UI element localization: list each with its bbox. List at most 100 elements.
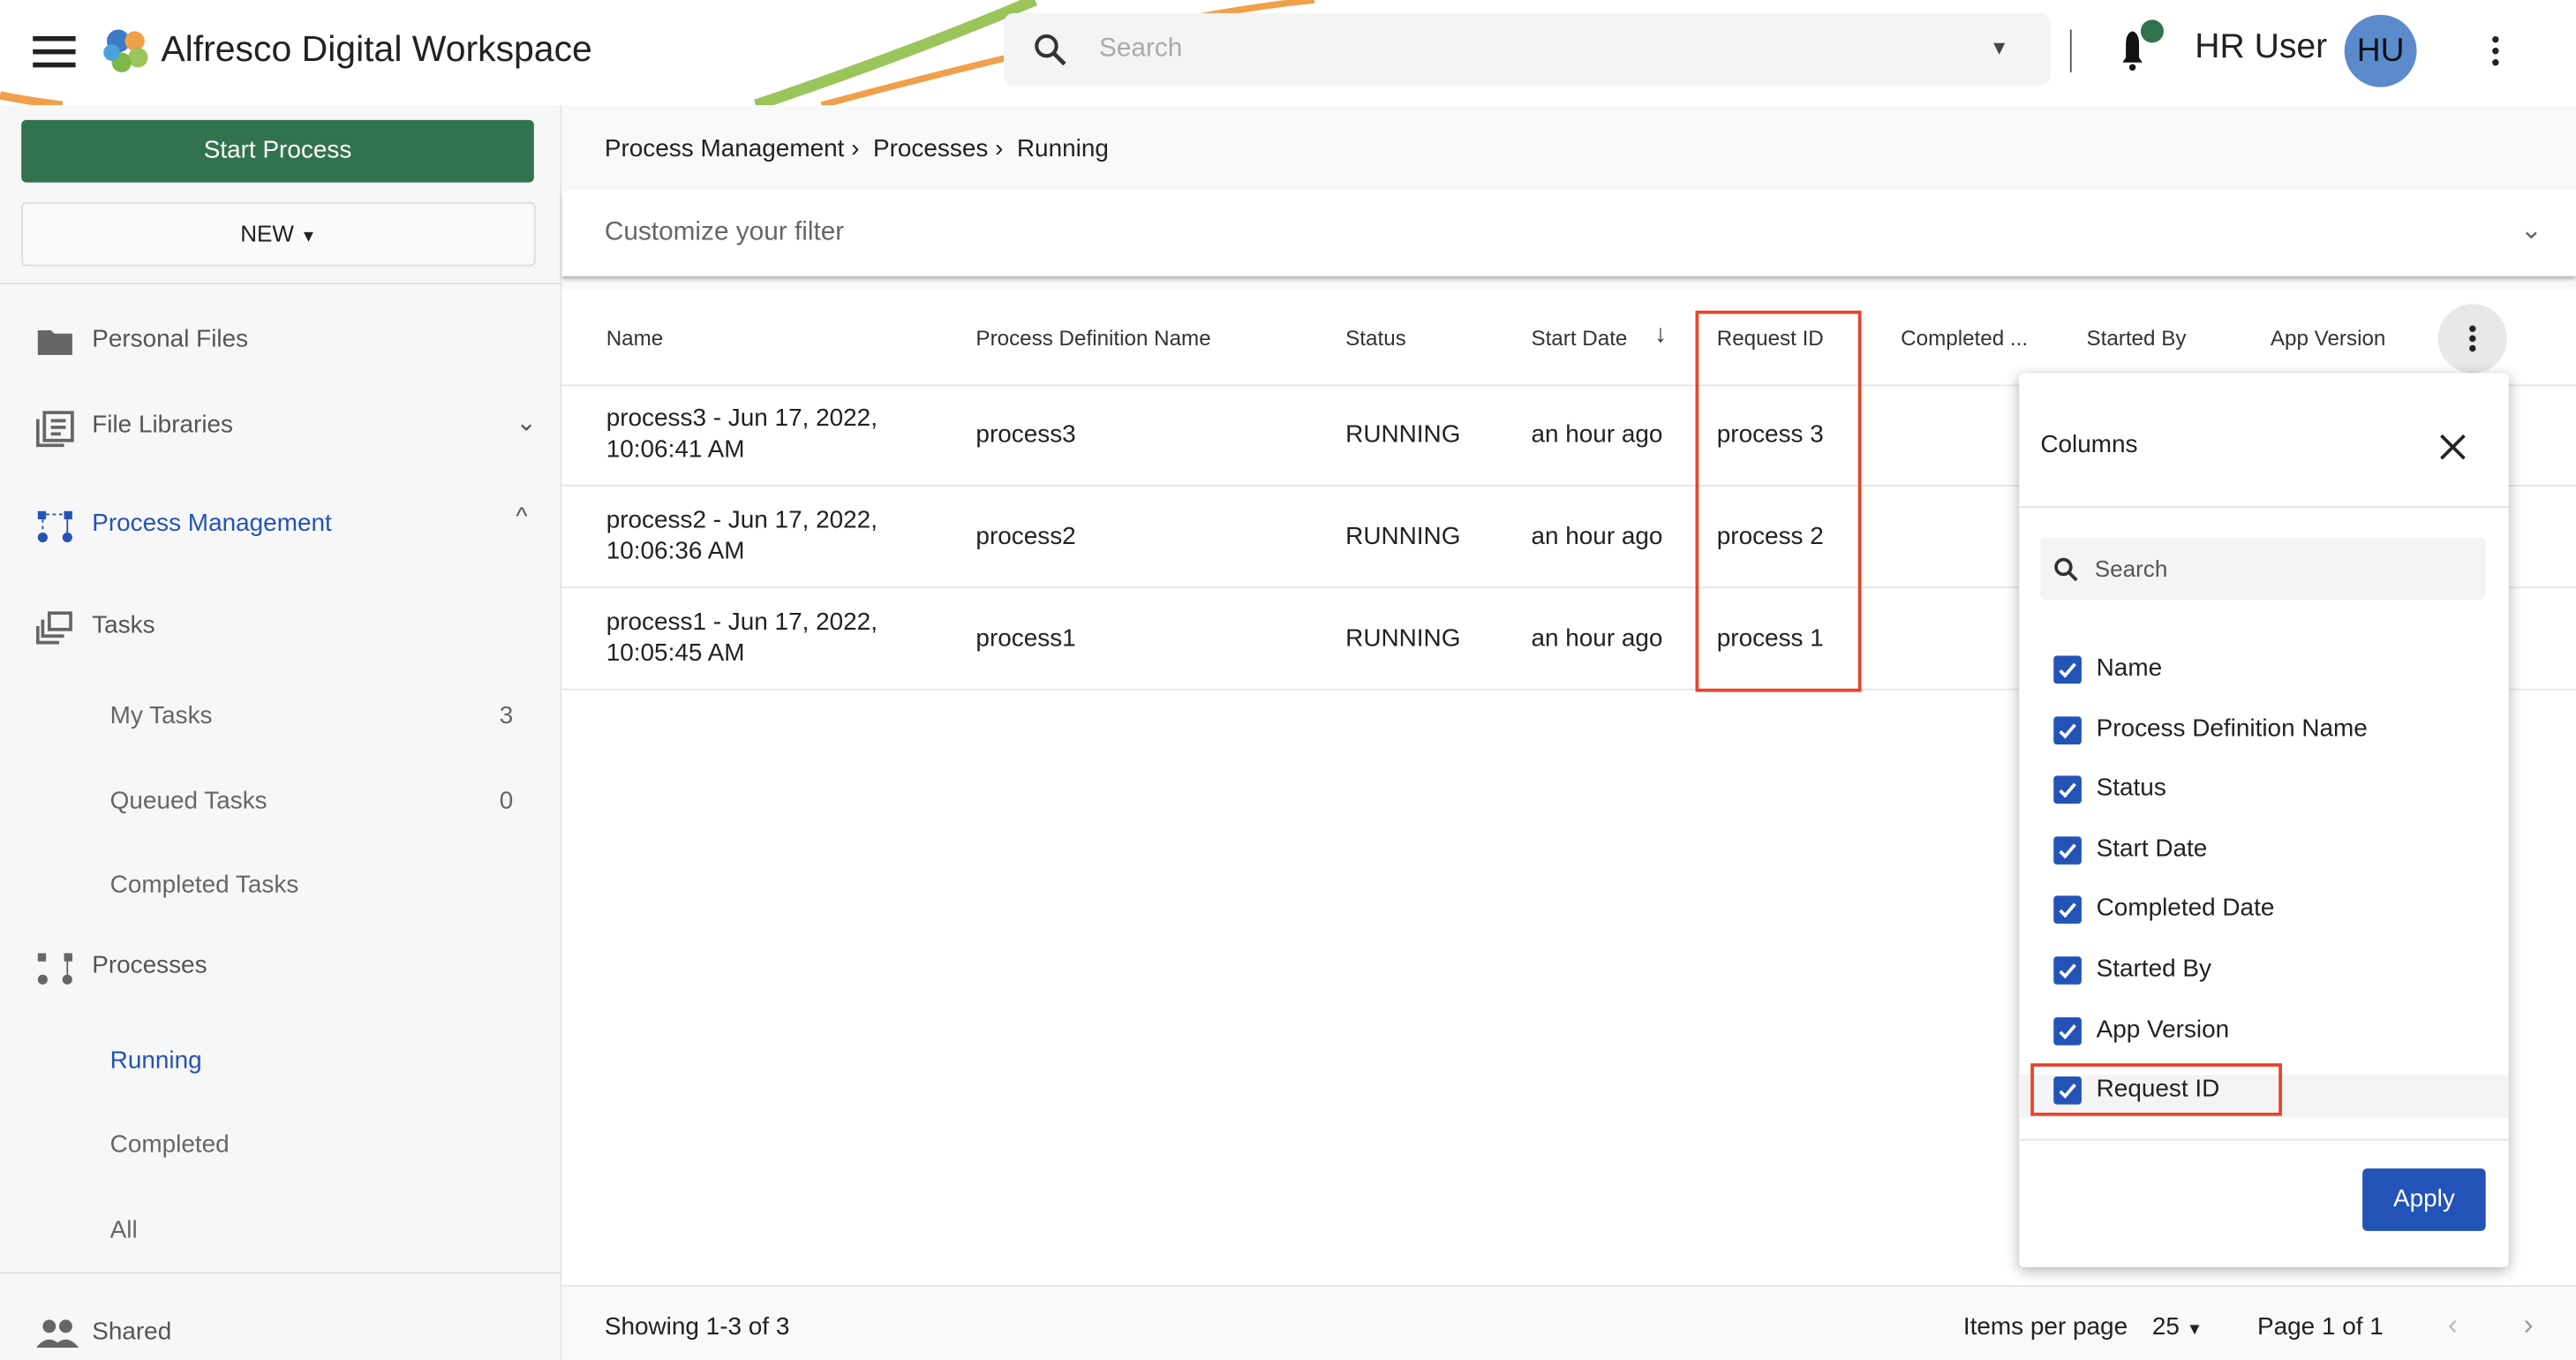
- notification-bell-icon[interactable]: [2114, 17, 2173, 76]
- user-name[interactable]: HR User: [2195, 27, 2328, 66]
- cell-definition: process1: [975, 624, 1076, 653]
- column-option[interactable]: Start Date: [2019, 835, 2509, 877]
- table-row[interactable]: process2 - Jun 17, 2022, 10:06:36 AM pro…: [561, 487, 2576, 589]
- checkbox-checked-icon[interactable]: [2053, 895, 2082, 925]
- sidebar-item-running[interactable]: Running: [109, 1046, 202, 1076]
- prev-page-button[interactable]: ‹: [2447, 1308, 2459, 1341]
- column-header-completed[interactable]: Completed ...: [1901, 325, 2029, 351]
- column-header-request-id[interactable]: Request ID: [1716, 325, 1824, 351]
- column-option-label: Completed Date: [2096, 895, 2275, 923]
- breadcrumb-item[interactable]: Processes: [872, 134, 989, 163]
- sidebar-item-queued-tasks[interactable]: Queued Tasks: [109, 787, 267, 816]
- sidebar-item-label: Personal Files: [92, 325, 249, 354]
- cell-start-date: an hour ago: [1531, 522, 1663, 551]
- column-option[interactable]: Status: [2019, 774, 2509, 817]
- checkbox-checked-icon[interactable]: [2053, 835, 2082, 865]
- search-placeholder: Search: [1099, 34, 1183, 63]
- search-input[interactable]: Search ▼: [1004, 12, 2051, 86]
- process-icon: [37, 953, 72, 985]
- caret-down-icon: ▼: [2186, 1321, 2203, 1340]
- column-header-app-version[interactable]: App Version: [2270, 325, 2386, 351]
- checkbox-checked-icon[interactable]: [2053, 715, 2082, 744]
- breadcrumb-item[interactable]: Process Management: [604, 134, 845, 163]
- people-icon: [35, 1319, 79, 1349]
- process-icon: [37, 510, 72, 543]
- sidebar-item-completed-tasks[interactable]: Completed Tasks: [109, 871, 299, 899]
- column-option[interactable]: Completed Date: [2019, 895, 2509, 937]
- avatar[interactable]: HU: [2344, 14, 2417, 87]
- arrow-down-icon[interactable]: ↓: [1654, 320, 1667, 349]
- sidebar-item-label: Processes: [92, 951, 207, 980]
- sidebar-item-all[interactable]: All: [109, 1216, 138, 1244]
- column-header-name[interactable]: Name: [606, 325, 664, 351]
- next-page-button[interactable]: ›: [2523, 1308, 2534, 1341]
- table-header: Name Process Definition Name Status Star…: [561, 290, 2576, 387]
- divider: [2019, 1138, 2509, 1141]
- column-option[interactable]: Started By: [2019, 955, 2509, 997]
- divider: [0, 283, 561, 284]
- search-placeholder: Search: [2094, 555, 2168, 582]
- cell-name: process2 - Jun 17, 2022,: [606, 506, 877, 534]
- column-option-label: Started By: [2096, 955, 2211, 983]
- items-per-page-select[interactable]: 25 ▼: [2152, 1313, 2203, 1341]
- sidebar-item-label: Tasks: [92, 611, 155, 639]
- cell-name-time: 10:06:41 AM: [606, 435, 745, 464]
- column-search-input[interactable]: Search: [2040, 537, 2486, 601]
- chevron-up-icon[interactable]: ^: [516, 502, 528, 532]
- sidebar-item-label: Shared: [92, 1318, 172, 1347]
- divider: [0, 1272, 561, 1274]
- chevron-down-icon[interactable]: ⌄: [2520, 216, 2542, 246]
- filter-panel[interactable]: Customize your filter ⌄: [561, 190, 2576, 276]
- items-per-page-value: 25: [2151, 1312, 2180, 1341]
- sidebar: Start Process NEW ▼ Personal Files File …: [0, 105, 562, 1360]
- cell-request-id: process 3: [1716, 420, 1824, 450]
- items-per-page-label: Items per page: [1962, 1312, 2128, 1341]
- column-option[interactable]: Name: [2019, 654, 2509, 697]
- columns-panel: Columns Search Name Process Definition N…: [2019, 373, 2509, 1267]
- checkbox-checked-icon[interactable]: [2053, 1077, 2082, 1105]
- column-header-definition[interactable]: Process Definition Name: [975, 325, 1211, 351]
- column-option-label: Name: [2096, 654, 2163, 683]
- close-icon[interactable]: [2440, 434, 2467, 460]
- new-button[interactable]: NEW ▼: [21, 201, 536, 267]
- breadcrumb: Process Management › Processes › Running: [605, 135, 1109, 163]
- app-title: Alfresco Digital Workspace: [161, 27, 592, 70]
- cell-status: RUNNING: [1345, 624, 1461, 653]
- cell-name: process1 - Jun 17, 2022,: [606, 608, 877, 637]
- breadcrumb-item: Running: [1016, 134, 1109, 163]
- table-row[interactable]: process3 - Jun 17, 2022, 10:06:41 AM pro…: [561, 384, 2576, 487]
- table-row[interactable]: process1 - Jun 17, 2022, 10:05:45 AM pro…: [561, 588, 2576, 691]
- filter-label: Customize your filter: [604, 218, 845, 247]
- column-option-label: Request ID: [2096, 1075, 2220, 1104]
- column-option-label: Start Date: [2096, 835, 2208, 863]
- start-process-button[interactable]: Start Process: [21, 119, 534, 183]
- sidebar-item-label: File Libraries: [92, 411, 234, 439]
- search-icon: [1035, 34, 1066, 66]
- divider: [2069, 29, 2072, 72]
- menu-button[interactable]: [33, 35, 76, 69]
- column-option[interactable]: Process Definition Name: [2019, 714, 2509, 757]
- apply-button[interactable]: Apply: [2362, 1168, 2486, 1231]
- cell-request-id: process 2: [1716, 522, 1824, 551]
- column-header-status[interactable]: Status: [1345, 325, 1406, 351]
- column-header-started-by[interactable]: Started By: [2086, 325, 2187, 351]
- caret-down-icon[interactable]: ▼: [1989, 35, 2009, 59]
- column-option[interactable]: App Version: [2019, 1015, 2509, 1057]
- chevron-down-icon[interactable]: ⌄: [516, 409, 537, 438]
- checkbox-checked-icon[interactable]: [2053, 1016, 2082, 1045]
- column-header-start-date[interactable]: Start Date: [1531, 325, 1628, 351]
- divider: [2019, 506, 2509, 509]
- sidebar-item-label: Process Management: [92, 509, 332, 538]
- more-vert-icon[interactable]: [2489, 35, 2502, 66]
- chevron-right-icon: ›: [851, 134, 860, 163]
- highlight-box: [2030, 1063, 2282, 1116]
- cell-definition: process2: [975, 522, 1076, 551]
- sidebar-item-completed[interactable]: Completed: [109, 1130, 230, 1160]
- new-label: NEW: [240, 220, 295, 247]
- checkbox-checked-icon[interactable]: [2053, 655, 2082, 684]
- checkbox-checked-icon[interactable]: [2053, 775, 2082, 805]
- column-option[interactable]: Request ID: [2019, 1075, 2509, 1118]
- checkbox-checked-icon[interactable]: [2053, 956, 2082, 985]
- column-options-button[interactable]: [2437, 304, 2507, 374]
- sidebar-item-my-tasks[interactable]: My Tasks: [109, 701, 213, 730]
